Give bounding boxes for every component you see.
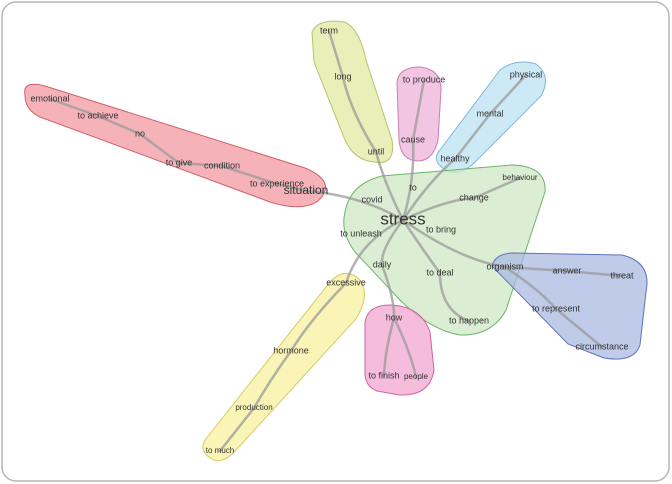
cluster-blue xyxy=(491,252,648,360)
edge xyxy=(327,29,405,222)
clusters xyxy=(24,20,648,462)
node-label: to achieve xyxy=(77,110,118,120)
node-label: to xyxy=(409,182,417,192)
node-label: cause xyxy=(401,134,425,144)
node-label: mental xyxy=(476,108,503,118)
node-label: condition xyxy=(204,160,240,170)
edges xyxy=(48,29,624,453)
node-label: behaviour xyxy=(502,173,537,182)
cluster-olive xyxy=(311,20,394,164)
edge xyxy=(382,316,396,378)
node-label: production xyxy=(235,403,272,412)
node-label: situation xyxy=(284,183,329,197)
node-label: to bring xyxy=(426,224,456,234)
node-label: to finish xyxy=(368,370,399,380)
node-label: long xyxy=(334,71,351,81)
edge xyxy=(401,73,528,222)
edge xyxy=(503,265,604,349)
node-label: no xyxy=(135,128,145,138)
node-label: emotional xyxy=(30,93,69,103)
node-label: to give xyxy=(166,157,193,167)
node-label: to much xyxy=(206,446,234,455)
cluster-green xyxy=(343,164,546,336)
node-label: people xyxy=(404,372,429,381)
node-label: circumstance xyxy=(575,341,628,351)
edge xyxy=(380,218,418,379)
node-label: term xyxy=(320,25,338,35)
node-label: covid xyxy=(361,194,382,204)
node-label: change xyxy=(459,192,489,202)
node-label: to produce xyxy=(403,74,446,84)
node-label: threat xyxy=(610,270,634,280)
node-label: healthy xyxy=(440,153,470,163)
node-label: to deal xyxy=(426,267,453,277)
node-label: excessive xyxy=(326,277,366,287)
edge xyxy=(401,218,471,323)
edge xyxy=(401,78,426,222)
cluster-light-blue xyxy=(435,61,546,173)
node-label: to represent xyxy=(532,303,581,313)
edge xyxy=(401,176,522,222)
edge xyxy=(218,218,405,453)
node-label: until xyxy=(368,146,385,156)
node-label: to happen xyxy=(449,315,489,325)
node-label: physical xyxy=(510,69,543,79)
node-label: daily xyxy=(373,259,392,269)
node-label: answer xyxy=(552,265,581,275)
node-label: to unleash xyxy=(340,228,382,238)
node-label: organism xyxy=(486,261,523,271)
node-label: hormone xyxy=(273,345,309,355)
node-label: how xyxy=(386,312,403,322)
labels: stress situation emotional to achieve no to g… xyxy=(30,25,634,455)
node-label: to experience xyxy=(250,178,304,188)
edge xyxy=(48,97,405,222)
cluster-magenta xyxy=(364,304,435,396)
node-label: stress xyxy=(380,209,425,228)
